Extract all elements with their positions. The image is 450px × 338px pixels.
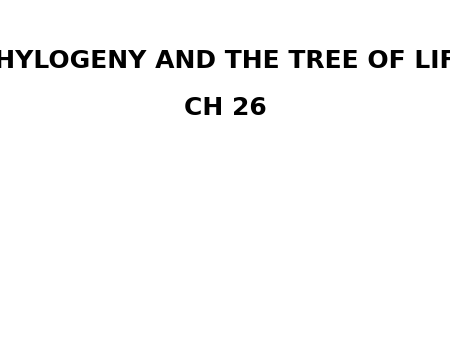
- Text: PHYLOGENY AND THE TREE OF LIFE: PHYLOGENY AND THE TREE OF LIFE: [0, 49, 450, 73]
- Text: CH 26: CH 26: [184, 96, 266, 120]
